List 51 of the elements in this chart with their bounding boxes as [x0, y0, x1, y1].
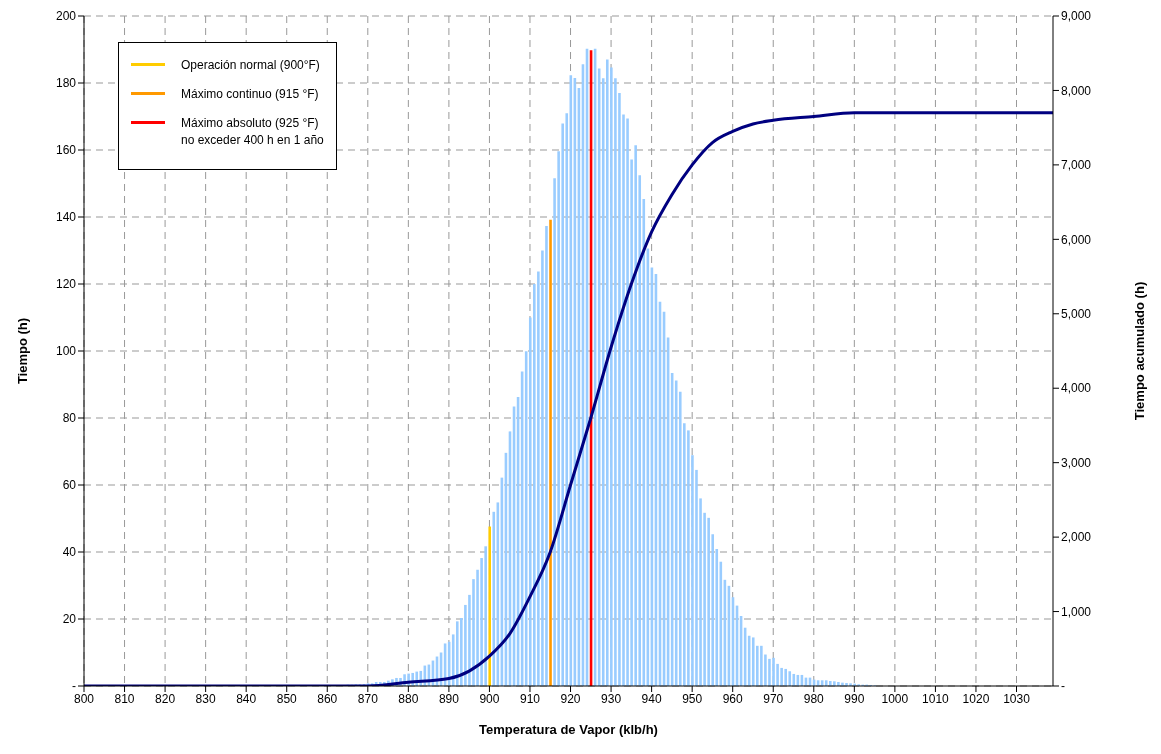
x-tick-label: 810 — [114, 691, 135, 706]
y-tick-label: 100 — [55, 344, 77, 359]
x-tick-label: 870 — [357, 691, 379, 706]
y2-tick-label: 1,000 — [1061, 604, 1092, 619]
x-tick-label: 960 — [722, 691, 744, 706]
x-tick-label: 1020 — [962, 691, 990, 706]
x-tick-label: 920 — [560, 691, 581, 706]
y2-tick-label: 6,000 — [1061, 232, 1092, 247]
y2-axis-title: Tiempo acumulado (h) — [1131, 281, 1147, 421]
x-axis-title: Temperatura de Vapor (klb/h) — [479, 722, 658, 737]
y2-tick-label: 4,000 — [1061, 381, 1092, 396]
x-tick-label: 1010 — [922, 691, 950, 706]
y-tick-label: 200 — [55, 9, 77, 24]
x-tick-label: 1000 — [881, 691, 909, 706]
y-tick-label: 180 — [55, 76, 77, 91]
y2-tick-label: 3,000 — [1061, 455, 1092, 470]
x-tick-label: 950 — [682, 691, 703, 706]
y2-tick-label: 7,000 — [1061, 158, 1092, 173]
x-tick-label: 970 — [763, 691, 784, 706]
x-tick-label: 990 — [844, 691, 865, 706]
x-tick-label: 910 — [519, 691, 541, 706]
y-tick-label: 80 — [62, 411, 77, 426]
x-tick-label: 940 — [641, 691, 662, 706]
y-tick-label: 160 — [55, 143, 77, 158]
y2-tick-label: 8,000 — [1061, 83, 1092, 98]
x-tick-label: 980 — [803, 691, 825, 706]
y-tick-label: 40 — [62, 545, 77, 560]
y-tick-label: 140 — [55, 210, 77, 225]
x-tick-label: 820 — [155, 691, 176, 706]
legend-label: Máximo continuo (915 °F) — [181, 86, 319, 103]
x-tick-label: 900 — [479, 691, 500, 706]
x-tick-label: 890 — [438, 691, 460, 706]
x-tick-label: 880 — [398, 691, 419, 706]
x-tick-label: 840 — [236, 691, 257, 706]
x-tick-label: 1030 — [1003, 691, 1031, 706]
y-axis-title: Tiempo (h) — [14, 317, 30, 385]
y2-tick-label: 2,000 — [1061, 530, 1092, 545]
y-tick-label: - — [72, 679, 76, 694]
y2-tick-label: 9,000 — [1061, 9, 1092, 24]
x-tick-label: 930 — [601, 691, 622, 706]
y-tick-label: 20 — [62, 612, 77, 627]
x-tick-label: 850 — [276, 691, 298, 706]
legend-label: Operación normal (900°F) — [181, 57, 320, 74]
legend-label: Máximo absoluto (925 °F) no exceder 400 h en 1 año — [181, 115, 324, 149]
x-tick-label: 860 — [317, 691, 338, 706]
y-tick-label: 120 — [55, 277, 77, 292]
x-tick-label: 800 — [73, 691, 95, 706]
y2-tick-label: - — [1061, 679, 1065, 694]
x-tick-label: 830 — [195, 691, 216, 706]
y2-tick-label: 5,000 — [1061, 307, 1092, 322]
y-tick-label: 60 — [62, 478, 77, 493]
